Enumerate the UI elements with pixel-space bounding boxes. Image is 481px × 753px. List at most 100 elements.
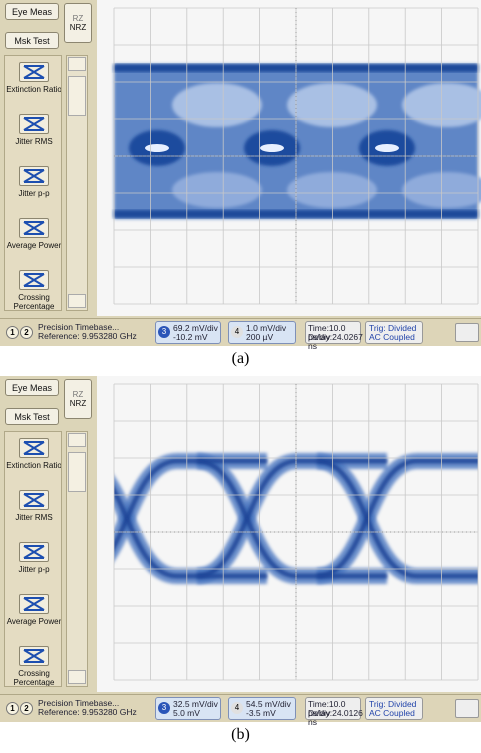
measurement-label[interactable]: Jitter RMS (5, 137, 62, 146)
delay: Delay:24.0267 ns (308, 333, 363, 351)
icon-glyph (20, 595, 48, 613)
channel-number: 4 (231, 702, 243, 714)
channel-button[interactable]: 1 (6, 702, 19, 715)
measurement-icon[interactable] (19, 114, 49, 134)
icon-glyph (20, 543, 48, 561)
icon-eye (24, 598, 44, 610)
measurement-label[interactable]: Extinction Ratio (5, 85, 62, 94)
mode-nrz: NRZ (70, 23, 86, 32)
icon-glyph (20, 491, 48, 509)
measurement-label[interactable]: Average Power (5, 241, 62, 250)
icon-glyph (20, 115, 48, 133)
reference-label: Reference: 9.953280 GHz (38, 708, 137, 717)
reference-label: Reference: 9.953280 GHz (38, 332, 137, 341)
icon-glyph (20, 219, 48, 237)
measurement-icon[interactable] (19, 542, 49, 562)
mode-rz: RZ (73, 390, 84, 399)
scroll-thumb[interactable] (68, 76, 86, 116)
channel-number: 3 (158, 702, 170, 714)
measurement-label[interactable]: Jitter RMS (5, 513, 62, 522)
mode-rz: RZ (73, 14, 84, 23)
channel-offset: -3.5 mV (246, 709, 276, 718)
measurement-icon[interactable] (19, 62, 49, 82)
waveform-display (97, 376, 481, 692)
channel-offset: -10.2 mV (173, 333, 208, 342)
caption: (b) (0, 726, 481, 744)
delay: Delay:24.0126 ns (308, 709, 363, 727)
measurement-icon[interactable] (19, 490, 49, 510)
measurement-label[interactable]: Crossing Percentage (5, 293, 62, 311)
channel-offset: 200 µV (246, 333, 273, 342)
measurement-list: Extinction Ratio Jitter RMS Jitter p-p Aver… (4, 431, 62, 687)
mask-test-button[interactable]: Msk Test (5, 408, 59, 425)
icon-glyph (20, 167, 48, 185)
channel-button[interactable]: 1 (6, 326, 19, 339)
figure: Eye MeasMsk TestRZNRZExtinction RatioJit… (0, 0, 481, 753)
eye-meas-button[interactable]: Eye Meas (5, 379, 59, 396)
eye-opening-upper (172, 83, 262, 127)
measurement-label[interactable]: Jitter p-p (5, 565, 62, 574)
icon-glyph (20, 63, 48, 81)
measurement-label[interactable]: Average Power (5, 617, 62, 626)
scroll-down[interactable] (68, 670, 86, 684)
channel-button[interactable]: 2 (20, 702, 33, 715)
measurement-list: Extinction Ratio Jitter RMS Jitter p-p Aver… (4, 55, 62, 311)
page: {"panels":[ {"sidebar":{"eye_meas":"Eye … (0, 0, 481, 753)
crossing-core (145, 144, 169, 152)
coupling: AC Coupled (369, 709, 415, 718)
channel-number: 3 (158, 326, 170, 338)
waveform-display (97, 0, 481, 316)
icon-eye (24, 170, 44, 182)
measurement-label[interactable]: Crossing Percentage (5, 669, 62, 687)
crossing-core (375, 144, 399, 152)
eye-meas-button[interactable]: Eye Meas (5, 3, 59, 20)
icon-eye (24, 222, 44, 234)
mask-test-button[interactable]: Msk Test (5, 32, 59, 49)
menu-icon[interactable] (455, 699, 479, 718)
eye-opening-lower (172, 172, 262, 208)
measurement-icon[interactable] (19, 594, 49, 614)
display-bg (97, 376, 481, 692)
icon-glyph (20, 439, 48, 457)
measurement-icon[interactable] (19, 646, 49, 666)
scroll-up[interactable] (68, 57, 86, 71)
icon-eye (24, 494, 44, 506)
scrollbar (66, 55, 88, 311)
measurement-label[interactable]: Extinction Ratio (5, 461, 62, 470)
measurement-icon[interactable] (19, 218, 49, 238)
channel-number: 4 (231, 326, 243, 338)
measurement-icon[interactable] (19, 270, 49, 290)
measurement-label[interactable]: Jitter p-p (5, 189, 62, 198)
icon-glyph (20, 271, 48, 289)
icon-eye (24, 118, 44, 130)
measurement-icon[interactable] (19, 166, 49, 186)
scroll-up[interactable] (68, 433, 86, 447)
channel-offset: 5.0 mV (173, 709, 200, 718)
measurement-icon[interactable] (19, 438, 49, 458)
channel-button[interactable]: 2 (20, 326, 33, 339)
scroll-thumb[interactable] (68, 452, 86, 492)
crossing-core (260, 144, 284, 152)
icon-eye (24, 650, 44, 662)
icon-eye (24, 274, 44, 286)
scroll-down[interactable] (68, 294, 86, 308)
coupling: AC Coupled (369, 333, 415, 342)
icon-glyph (20, 647, 48, 665)
icon-eye (24, 546, 44, 558)
scrollbar (66, 431, 88, 687)
menu-icon[interactable] (455, 323, 479, 342)
